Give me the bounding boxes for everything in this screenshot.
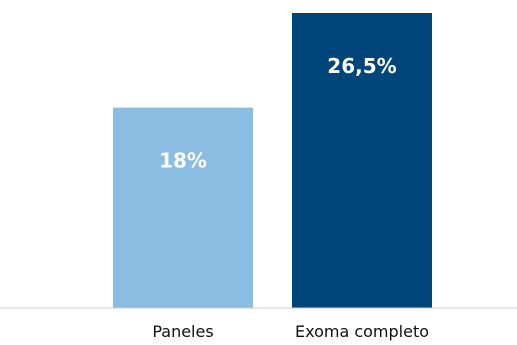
category-label: Exoma completo [295, 322, 429, 341]
category-label: Paneles [152, 322, 213, 341]
bar-exoma-completo [292, 13, 432, 308]
data-label: 26,5% [327, 54, 396, 78]
bars-group [113, 13, 432, 308]
data-labels-group: 18% 26,5% [159, 54, 397, 173]
data-label: 18% [159, 149, 207, 173]
category-labels-group: Paneles Exoma completo [152, 322, 429, 341]
bar-paneles [113, 107, 253, 308]
